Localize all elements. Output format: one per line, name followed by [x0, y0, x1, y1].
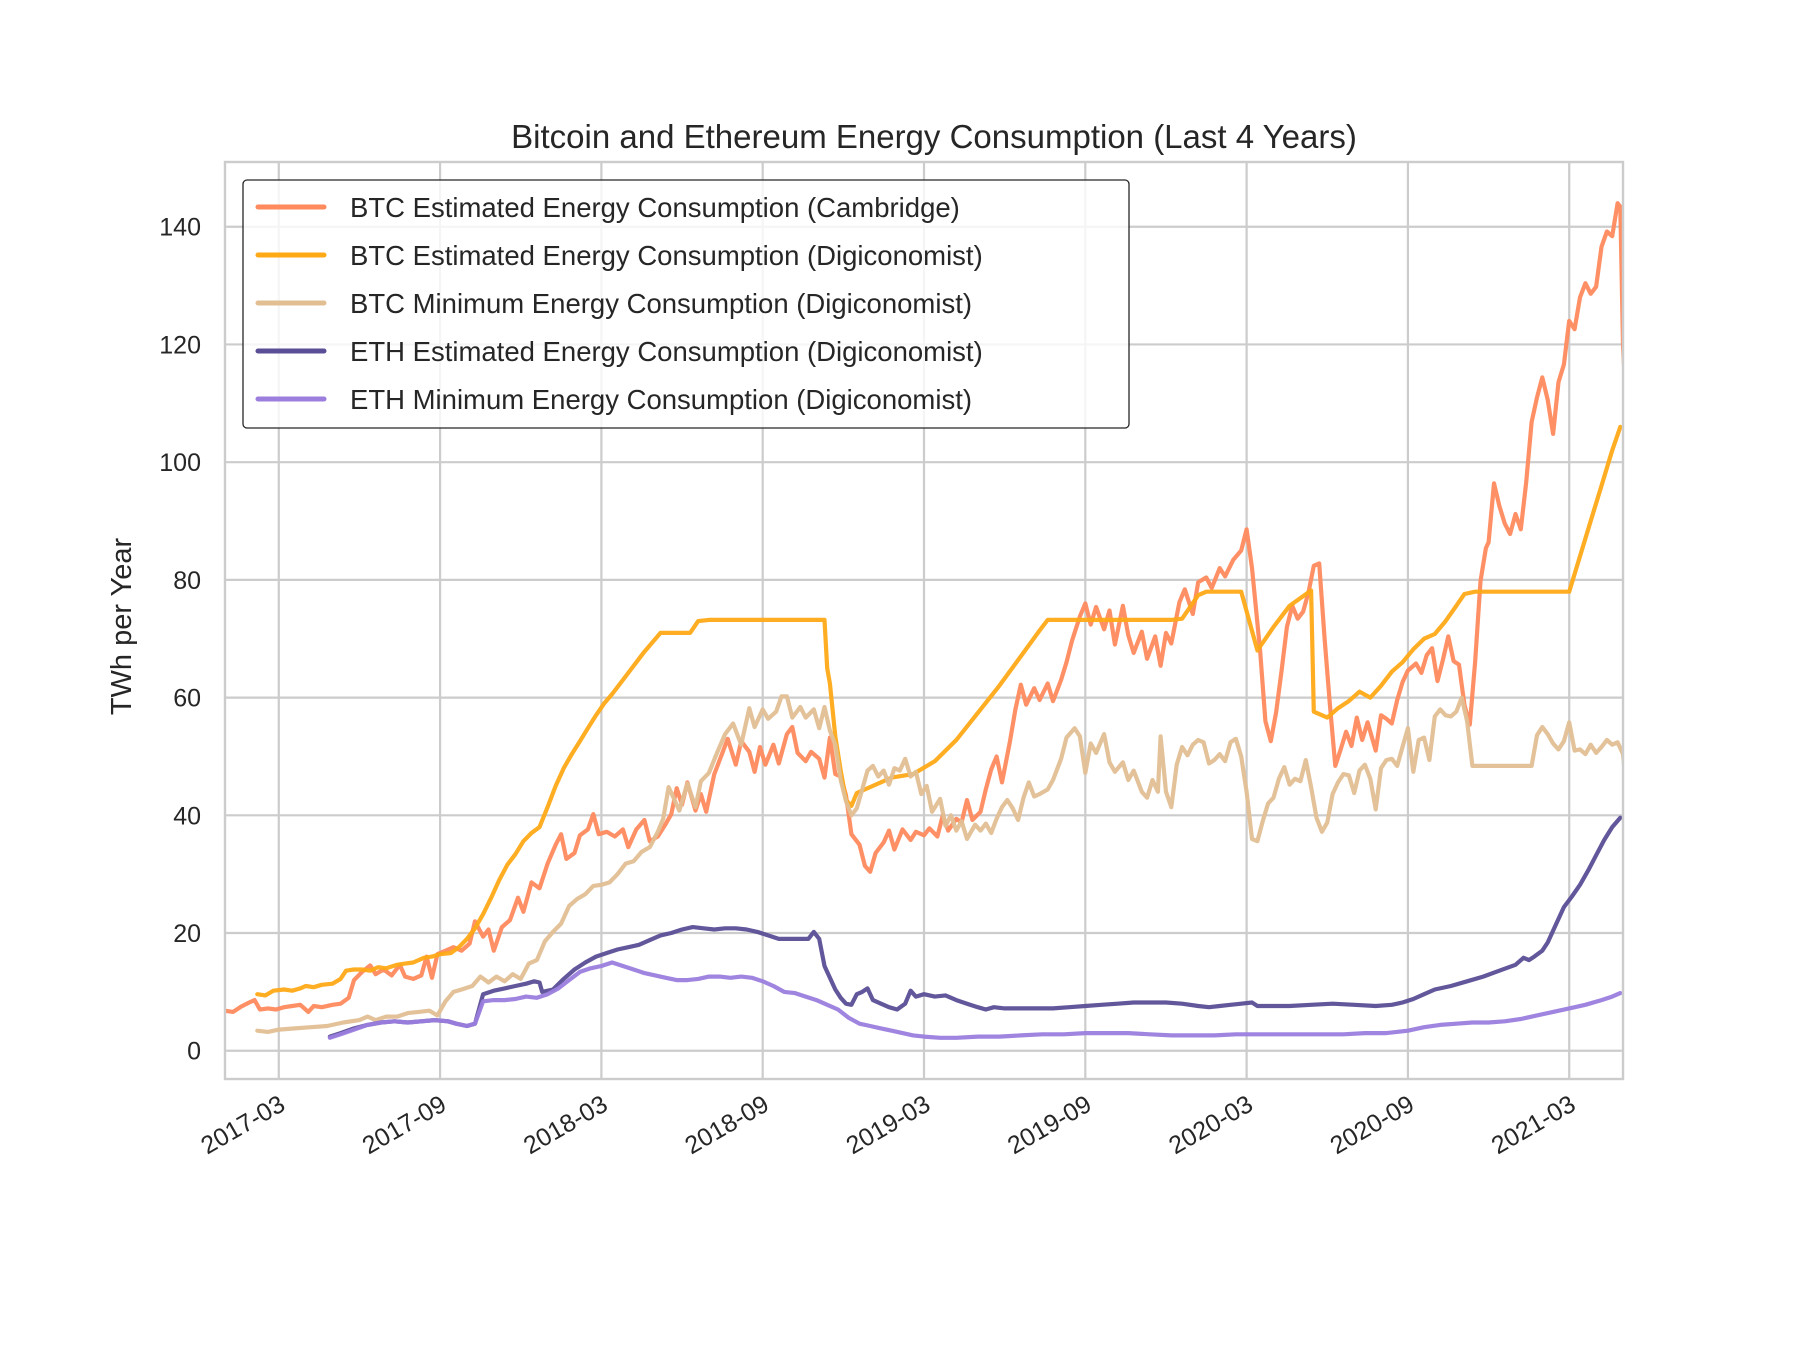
legend-item: ETH Estimated Energy Consumption (Digico…	[255, 336, 983, 367]
y-axis-label: TWh per Year	[106, 538, 138, 716]
y-tick-label: 120	[159, 331, 201, 359]
legend-label: BTC Estimated Energy Consumption (Digico…	[350, 240, 983, 271]
legend-items: BTC Estimated Energy Consumption (Cambri…	[255, 192, 983, 415]
legend-label: ETH Minimum Energy Consumption (Digicono…	[350, 384, 972, 415]
legend-box	[242, 179, 1130, 429]
legend: BTC Estimated Energy Consumption (Cambri…	[242, 179, 1130, 429]
legend-label: ETH Estimated Energy Consumption (Digico…	[350, 336, 983, 367]
legend-label: BTC Minimum Energy Consumption (Digicono…	[350, 288, 972, 319]
legend-item: BTC Estimated Energy Consumption (Digico…	[255, 240, 983, 271]
series-layer	[225, 201, 1623, 1040]
plot-frame	[223, 160, 1625, 1081]
y-tick-label: 140	[159, 214, 201, 242]
series-line-1	[225, 201, 1623, 1014]
series-line-5	[327, 960, 1623, 1040]
y-tick-label: 20	[173, 920, 201, 948]
series-line-4	[327, 815, 1623, 1039]
chart-title: Bitcoin and Ethereum Energy Consumption …	[511, 118, 1357, 155]
y-tick-label: 40	[173, 802, 201, 830]
legend-item: BTC Estimated Energy Consumption (Cambri…	[255, 192, 960, 223]
series-line-3	[255, 694, 1623, 1034]
legend-item: BTC Minimum Energy Consumption (Digicono…	[255, 288, 972, 319]
y-tick-label: 0	[187, 1038, 201, 1066]
y-axis-ticks: 0 20 40 60 80 100 120 140	[159, 214, 201, 1066]
legend-item: ETH Minimum Energy Consumption (Digicono…	[255, 384, 972, 415]
y-tick-label: 100	[159, 449, 201, 477]
y-tick-label: 60	[173, 685, 201, 713]
y-tick-label: 80	[173, 567, 201, 595]
legend-label: BTC Estimated Energy Consumption (Cambri…	[350, 192, 960, 223]
series-line-2	[255, 424, 1623, 998]
